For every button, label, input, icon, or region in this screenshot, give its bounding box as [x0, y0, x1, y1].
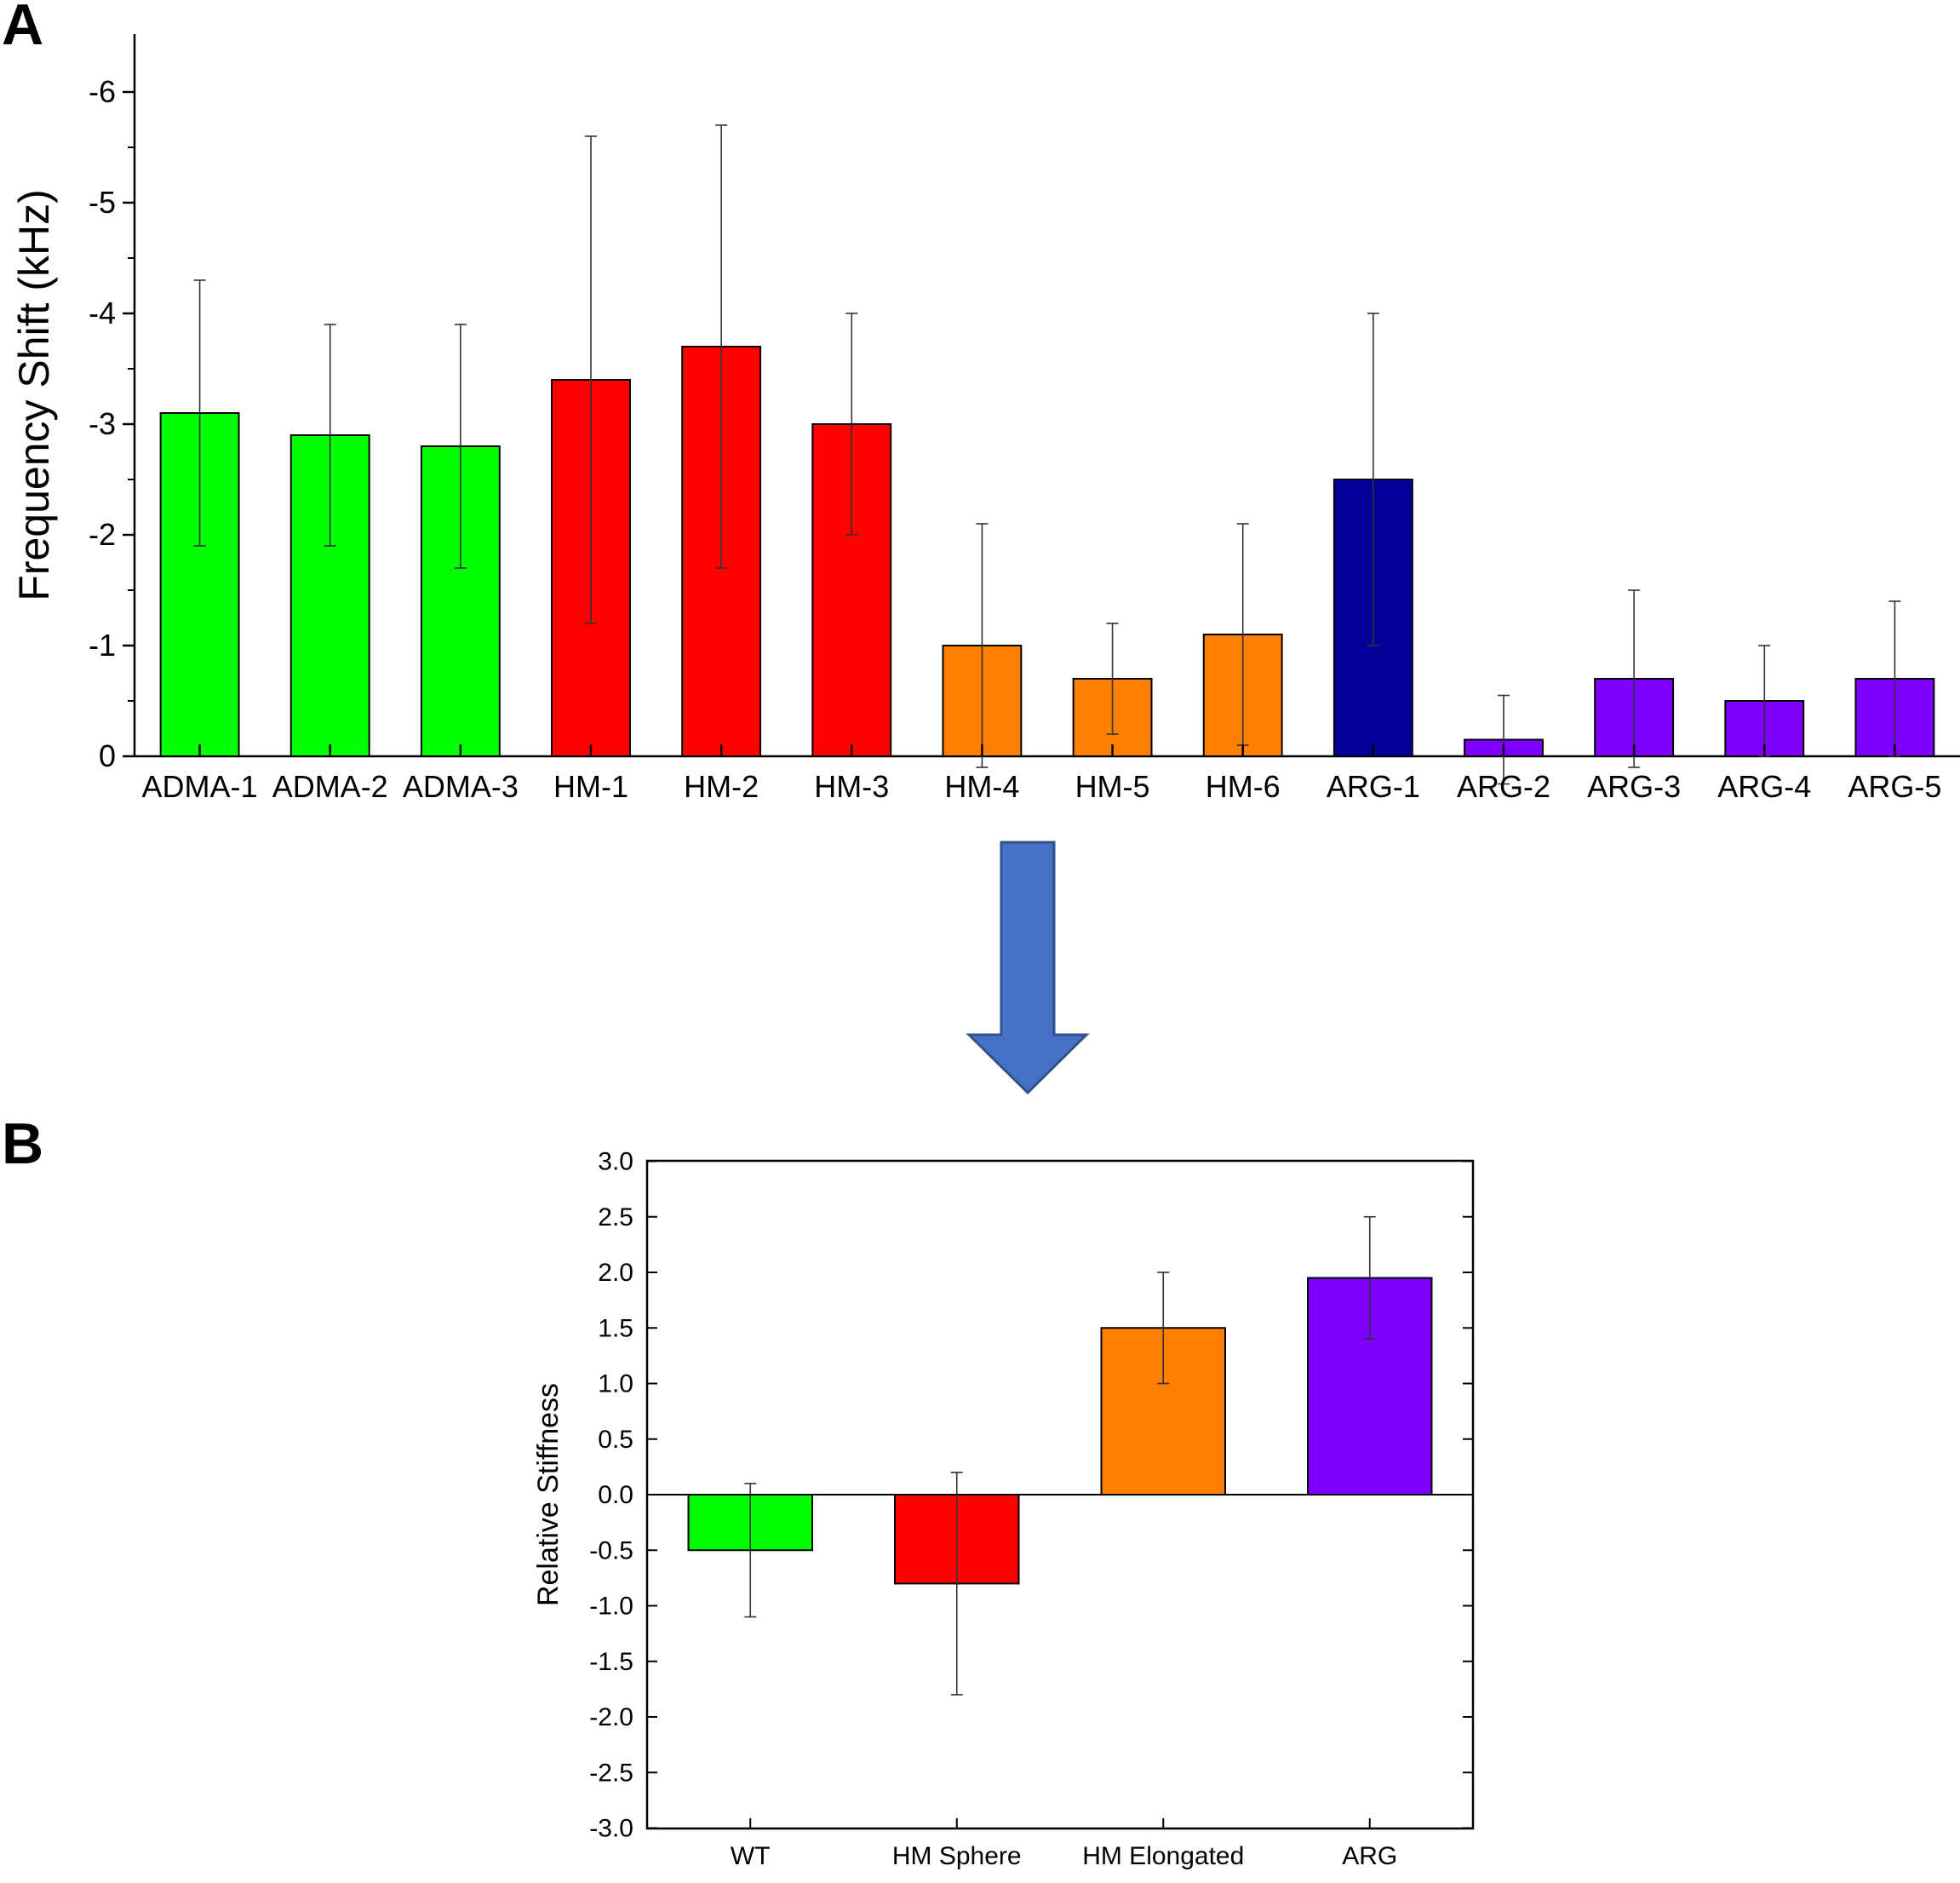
- a-ytick-label: -3: [89, 406, 116, 441]
- down-arrow-icon: [966, 841, 1090, 1095]
- a-category-label: HM-6: [1206, 769, 1281, 804]
- panel-b-letter: B: [2, 1111, 43, 1176]
- b-ytick-label: -2.0: [589, 1703, 633, 1731]
- b-ytick-label: -0.5: [589, 1536, 633, 1564]
- panel-a-letter: A: [2, 0, 43, 57]
- b-category-label: HM Elongated: [1082, 1842, 1244, 1870]
- a-category-label: HM-3: [814, 769, 889, 804]
- b-y-axis-label: Relative Stiffness: [532, 1383, 565, 1606]
- a-category-label: ADMA-3: [403, 769, 519, 804]
- chart-b: 3.0 2.5 2.0 1.5 1.0 0.5 0.0 -0.5 -1.0 -1.5 -2.0 -2.…: [532, 1148, 1475, 1870]
- b-ytick-label: -3.0: [589, 1815, 633, 1843]
- a-category-label: ADMA-2: [272, 769, 388, 804]
- a-category-label: HM-5: [1075, 769, 1150, 804]
- a-ytick-label: -5: [89, 185, 116, 220]
- b-ytick-label: 0.5: [598, 1426, 633, 1454]
- a-category-label: ARG-3: [1587, 769, 1681, 804]
- a-category-label: HM-2: [684, 769, 759, 804]
- a-y-axis-label: Frequency Shift (kHz): [10, 189, 58, 600]
- b-category-label: ARG: [1342, 1842, 1397, 1870]
- a-bar: [811, 423, 892, 757]
- a-ytick-label: 0: [99, 738, 116, 773]
- a-category-label: HM-1: [553, 769, 628, 804]
- b-ytick-label: -2.5: [589, 1759, 633, 1787]
- a-category-label: HM-4: [944, 769, 1019, 804]
- b-ytick-label: 1.5: [598, 1314, 633, 1342]
- b-ytick-label: 3.0: [598, 1148, 633, 1176]
- a-category-label: ADMA-1: [142, 769, 258, 804]
- b-ytick-label: 1.0: [598, 1370, 633, 1398]
- a-category-label: ARG-2: [1457, 769, 1550, 804]
- b-category-label: WT: [731, 1842, 771, 1870]
- b-ytick-label: -1.0: [589, 1593, 633, 1621]
- chart-a: 0 -1 -2 -3 -4 -5 -6 Frequency Shift (kHz) ADMA-1…: [10, 34, 1960, 804]
- a-category-label: ARG-1: [1327, 769, 1420, 804]
- b-category-label: HM Sphere: [892, 1842, 1022, 1870]
- a-ytick-label: -2: [89, 517, 116, 552]
- b-ytick-label: 2.5: [598, 1203, 633, 1231]
- b-ytick-label: -1.5: [589, 1648, 633, 1676]
- a-ytick-label: -6: [89, 74, 116, 109]
- a-ytick-label: -1: [89, 628, 116, 663]
- a-category-label: ARG-4: [1717, 769, 1811, 804]
- a-ytick-label: -4: [89, 296, 116, 330]
- b-ytick-label: 0.0: [598, 1481, 633, 1509]
- b-ytick-label: 2.0: [598, 1259, 633, 1287]
- a-category-label: ARG-5: [1848, 769, 1941, 804]
